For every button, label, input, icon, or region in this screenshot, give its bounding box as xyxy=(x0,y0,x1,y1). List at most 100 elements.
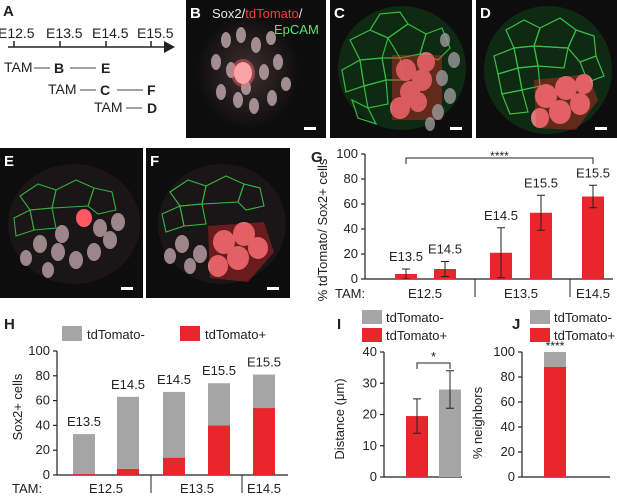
chart-g-sig-bracket xyxy=(405,157,594,164)
tam-row-3: TAM xyxy=(94,99,123,115)
tam-row-3-mark-d: D xyxy=(147,100,157,116)
chart-i-bar xyxy=(406,416,428,477)
stain-legend: Sox2/tdTomato/ EpCAM xyxy=(212,6,319,37)
micrograph-d-labels: D xyxy=(480,5,491,22)
chart-h-bar-tdtomato-neg xyxy=(253,374,275,409)
panel-label-b: B xyxy=(190,5,201,22)
chart-j-ytick-label: 60 xyxy=(501,394,515,409)
stain-legend-line-1: Sox2/tdTomato/ xyxy=(212,6,303,21)
chart-h-bar-tdtomato-neg xyxy=(208,383,230,426)
chart-i-ytick-label: 30 xyxy=(363,375,377,390)
chart-h-ytick-label: 60 xyxy=(36,393,50,408)
chart-j-bar-tdtomato-neg xyxy=(544,352,566,367)
chart-j-ytick-label: 100 xyxy=(493,344,515,359)
chart-g-ytick-label: 20 xyxy=(344,246,358,261)
chart-h-bar-tdtomato-pos xyxy=(73,473,95,475)
chart-g-bar-label: E14.5 xyxy=(428,242,462,257)
timeline-arrowhead xyxy=(164,41,175,53)
panel-label-g: G xyxy=(311,149,323,166)
stain-slash: / xyxy=(299,6,303,21)
panel-label-c: C xyxy=(334,5,345,22)
chart-h-group-label: E13.5 xyxy=(180,481,214,496)
chart-i-ytick-label: 40 xyxy=(363,344,377,359)
chart-g-sig-label: **** xyxy=(490,149,509,163)
micrograph-b: B xyxy=(186,0,326,138)
micrograph-d-image xyxy=(476,0,617,138)
micrograph-c-image xyxy=(330,0,472,138)
legend-i-neg-label: tdTomato- xyxy=(386,310,444,325)
chart-h-ytick-label: 80 xyxy=(36,368,50,383)
stain-epcam: EpCAM xyxy=(274,22,319,37)
chart-j-ytick-label: 80 xyxy=(501,369,515,384)
micrograph-e-image xyxy=(0,148,143,298)
stain-tdtomato: tdTomato xyxy=(245,6,298,21)
chart-g-ytick-label: 0 xyxy=(351,271,358,286)
chart-h-ylabel: Sox2+ cells xyxy=(10,373,25,440)
timepoint-e12-5: E12.5 xyxy=(0,25,35,41)
panel-label-e: E xyxy=(4,153,14,170)
tam-row-1-mark-e: E xyxy=(101,60,110,76)
scale-bar-e xyxy=(121,287,133,290)
chart-g-bar-label: E14.5 xyxy=(484,208,518,223)
chart-g-bar-label: E13.5 xyxy=(389,249,423,264)
chart-h-tam-label: TAM: xyxy=(12,481,42,496)
legend-j-neg-label: tdTomato- xyxy=(554,310,612,325)
chart-h-bar-tdtomato-neg xyxy=(73,434,95,474)
chart-h-ytick-label: 40 xyxy=(36,417,50,432)
chart-g-group-label: E12.5 xyxy=(408,286,442,301)
chart-i-sig-bracket xyxy=(416,362,451,369)
legend-h-neg-label: tdTomato- xyxy=(87,327,145,342)
legend-i-pos-swatch xyxy=(362,328,382,342)
chart-h-ytick-label: 20 xyxy=(36,442,50,457)
micrograph-c-labels: C xyxy=(334,5,345,22)
chart-i-ytick-label: 10 xyxy=(363,438,377,453)
chart-i: I tdTomato- tdTomato+ Distance (μm) 0 10 2… xyxy=(332,310,462,484)
panel-a-timeline: A E12.5 E13.5 E14.5 E15.5 TAM B E TAM C … xyxy=(0,3,175,116)
panel-label-i: I xyxy=(337,316,341,333)
chart-h-bar-tdtomato-neg xyxy=(163,391,185,458)
chart-j-bar-tdtomato-pos xyxy=(544,367,566,477)
chart-i-sig-label: * xyxy=(431,349,436,364)
chart-i-ylabel: Distance (μm) xyxy=(332,378,347,459)
chart-g-bar-label: E15.5 xyxy=(576,165,610,180)
chart-g-ylabel: % tdTomato/ Sox2+ cells xyxy=(315,158,330,301)
tam-row-1-mark-b: B xyxy=(54,60,64,76)
scale-bar-d xyxy=(595,127,607,130)
chart-i-ytick-label: 0 xyxy=(370,469,377,484)
tam-row-1: TAM xyxy=(4,59,33,75)
micrograph-f-image xyxy=(146,148,290,298)
chart-h-group-label: E12.5 xyxy=(89,481,123,496)
chart-h-bar-label: E15.5 xyxy=(247,355,281,370)
panel-label-d: D xyxy=(480,5,491,22)
panel-label-f: F xyxy=(150,153,159,170)
chart-h-bar-tdtomato-pos xyxy=(117,468,139,475)
legend-j-neg-swatch xyxy=(530,310,550,324)
chart-j-ytick-label: 0 xyxy=(508,469,515,484)
chart-j-sig-label: **** xyxy=(546,339,565,353)
chart-g-ytick-label: 60 xyxy=(344,196,358,211)
chart-g-bar-label: E15.5 xyxy=(524,175,558,190)
chart-h-ytick-label: 100 xyxy=(28,343,50,358)
chart-h-bar-label: E13.5 xyxy=(67,414,101,429)
chart-g-tam-label: TAM: xyxy=(335,286,365,301)
chart-j-ytick-label: 40 xyxy=(501,419,515,434)
panel-label-h: H xyxy=(4,316,15,333)
chart-h-bar-tdtomato-neg xyxy=(117,396,139,469)
legend-j-pos-label: tdTomato+ xyxy=(554,328,615,343)
scale-bar-f xyxy=(267,287,279,290)
legend-h-neg-swatch xyxy=(62,326,82,341)
timepoint-e13-5: E13.5 xyxy=(46,25,83,41)
chart-h-ytick-label: 0 xyxy=(43,467,50,482)
chart-g: G % tdTomato/ Sox2+ cells TAM: 0 20 40 60 80… xyxy=(311,146,613,301)
chart-h-bar-label: E14.5 xyxy=(111,377,145,392)
legend-j-pos-swatch xyxy=(530,328,550,342)
chart-j: J tdTomato- tdTomato+ % neighbors 0 20 40 6… xyxy=(470,310,615,484)
micrograph-c: C xyxy=(330,0,472,138)
scale-bar-b xyxy=(304,127,316,130)
chart-g-ytick-label: 100 xyxy=(336,146,358,161)
chart-g-ytick-label: 80 xyxy=(344,171,358,186)
chart-g-bar xyxy=(530,212,552,279)
tam-row-2-mark-f: F xyxy=(147,82,156,98)
chart-h: H tdTomato- tdTomato+ Sox2+ cells TAM: 0… xyxy=(4,316,288,496)
chart-j-ylabel: % neighbors xyxy=(470,386,485,459)
